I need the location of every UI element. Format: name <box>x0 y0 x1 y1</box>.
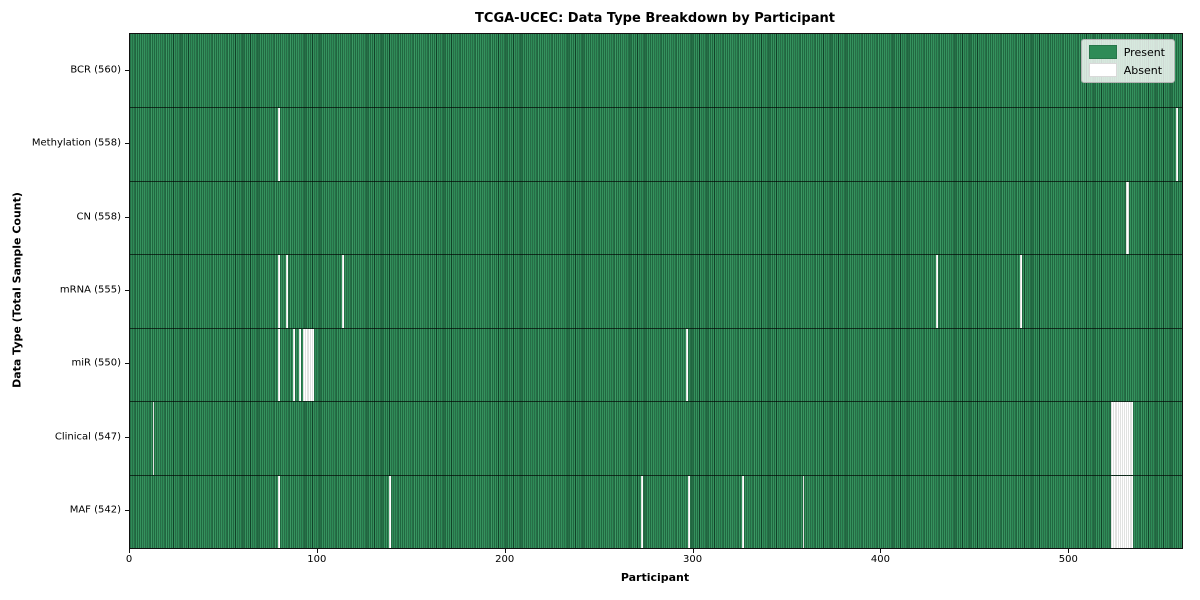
x-tick-label: 500 <box>1058 554 1078 565</box>
y-tick-mark <box>124 510 129 512</box>
x-tick-mark <box>316 548 318 553</box>
y-tick-label-maf: MAF (542) <box>69 504 121 516</box>
absent-swatch-icon <box>1088 63 1117 77</box>
x-tick-label: 400 <box>870 554 890 565</box>
absent-run <box>278 255 281 328</box>
x-tick-mark <box>1068 548 1070 553</box>
absent-run <box>302 328 315 402</box>
absent-run <box>640 475 643 548</box>
heatmap-row-mir <box>130 327 1182 402</box>
x-tick-label: 0 <box>125 554 133 565</box>
heatmap-row-maf <box>130 474 1182 548</box>
y-axis-label: Data Type (Total Sample Count) <box>10 192 24 388</box>
y-tick-mark <box>124 216 129 218</box>
x-tick-label: 100 <box>307 554 327 565</box>
x-tick-mark <box>504 548 506 553</box>
absent-run <box>1125 181 1130 255</box>
heatmap-row-mrna <box>130 254 1182 328</box>
absent-run <box>152 402 155 475</box>
absent-run <box>293 328 296 402</box>
y-tick-mark <box>124 69 129 71</box>
x-tick-mark <box>692 548 694 553</box>
heatmap-row-bcr <box>130 34 1182 108</box>
x-tick-label: 300 <box>683 554 703 565</box>
absent-run <box>285 255 288 328</box>
x-tick-label: 200 <box>495 554 515 565</box>
y-tick-label-cn: CN (558) <box>76 211 121 223</box>
heatmap-row-cn <box>130 180 1182 255</box>
absent-run <box>687 475 690 548</box>
heatmap-row-clinical <box>130 401 1182 475</box>
y-tick-label-methylation: Methylation (558) <box>31 137 121 149</box>
absent-run <box>1020 255 1023 328</box>
absent-run <box>1176 108 1179 181</box>
absent-run <box>299 328 301 402</box>
y-tick-label-clinical: Clinical (547) <box>54 431 121 443</box>
legend-label-present: Present <box>1123 45 1165 59</box>
y-tick-mark <box>124 143 129 145</box>
absent-run <box>686 328 688 402</box>
x-tick-mark <box>880 548 882 553</box>
legend-entry-present: Present <box>1088 45 1165 59</box>
absent-run <box>1110 475 1134 548</box>
absent-run <box>278 108 281 181</box>
absent-run <box>935 255 938 328</box>
legend-label-absent: Absent <box>1123 63 1163 77</box>
x-tick-mark <box>129 548 130 553</box>
x-axis-label: Participant <box>620 571 690 584</box>
legend-entry-absent: Absent <box>1088 63 1165 77</box>
absent-run <box>1110 402 1134 475</box>
absent-run <box>278 475 281 548</box>
absent-run <box>342 255 345 328</box>
y-tick-mark <box>124 436 129 438</box>
absent-run <box>389 475 392 548</box>
chart-title: TCGA-UCEC: Data Type Breakdown by Partic… <box>475 11 835 26</box>
heatmap-row-methylation <box>130 107 1182 181</box>
y-tick-label-mir: miR (550) <box>71 357 121 369</box>
y-tick-label-bcr: BCR (560) <box>70 64 121 76</box>
legend: Present Absent <box>1080 39 1175 83</box>
y-tick-mark <box>124 363 129 365</box>
heatmap-plot-area <box>129 33 1183 549</box>
present-swatch-icon <box>1088 45 1117 59</box>
absent-run <box>278 328 281 402</box>
y-tick-mark <box>124 290 129 291</box>
absent-run <box>802 475 805 548</box>
y-tick-label-mrna: mRNA (555) <box>59 284 121 296</box>
absent-run <box>742 475 745 548</box>
